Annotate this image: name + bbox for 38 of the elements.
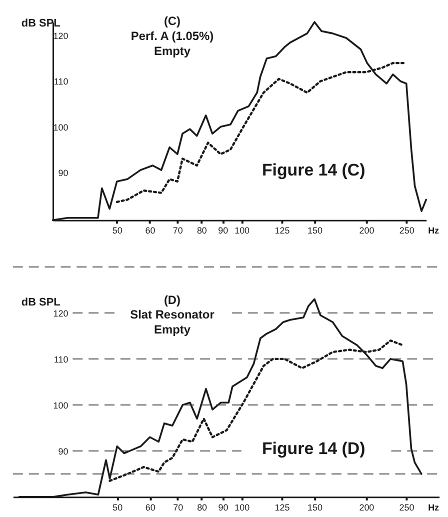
- x-tick-label: 200: [359, 226, 374, 236]
- annotation: Figure 14 (C): [262, 160, 366, 180]
- x-tick-label: 80: [196, 226, 207, 236]
- x-axis-title: Hz: [428, 226, 440, 236]
- x-tick-label: 100: [234, 502, 250, 512]
- y-tick-label: 90: [58, 168, 68, 178]
- x-tick-label: 100: [234, 226, 250, 236]
- x-tick-label: 60: [145, 226, 156, 236]
- x-tick-label: 50: [112, 502, 123, 512]
- chart-title: (C): [164, 14, 181, 28]
- x-tick-label: 70: [172, 226, 183, 236]
- x-tick-label: 250: [399, 502, 414, 512]
- x-tick-label: 80: [197, 502, 208, 512]
- x-tick-label: 150: [308, 502, 322, 512]
- x-tick-label: 70: [173, 502, 184, 512]
- y-tick-label: 100: [53, 400, 68, 410]
- x-tick-label: 60: [145, 502, 156, 512]
- y-tick-label: 120: [53, 308, 68, 318]
- text: (D): [164, 292, 181, 307]
- y-tick-label: 110: [54, 354, 68, 364]
- text: Perf. A (1.05%) Empty: [130, 28, 214, 58]
- y-axis-title: dB SPL: [21, 296, 61, 308]
- y-tick-label: 100: [53, 122, 68, 132]
- x-tick-label: 150: [308, 226, 322, 236]
- x-tick-label: 125: [274, 502, 290, 512]
- annotation: Figure 14 (D): [262, 439, 366, 458]
- y-tick-label: 90: [58, 446, 68, 456]
- x-tick-label: 125: [274, 226, 290, 236]
- y-tick-label: 110: [54, 76, 68, 87]
- y-axis-title: dB SPL: [21, 18, 61, 30]
- x-axis-title: Hz: [428, 502, 440, 512]
- y-tick-label: 120: [53, 31, 68, 42]
- x-tick-label: 200: [359, 502, 374, 512]
- x-tick-label: 250: [399, 226, 414, 236]
- text: Slat Resonator Empty: [130, 308, 215, 337]
- x-tick-label: 90: [218, 502, 228, 512]
- x-tick-label: 90: [218, 226, 228, 236]
- x-tick-label: 50: [112, 226, 122, 236]
